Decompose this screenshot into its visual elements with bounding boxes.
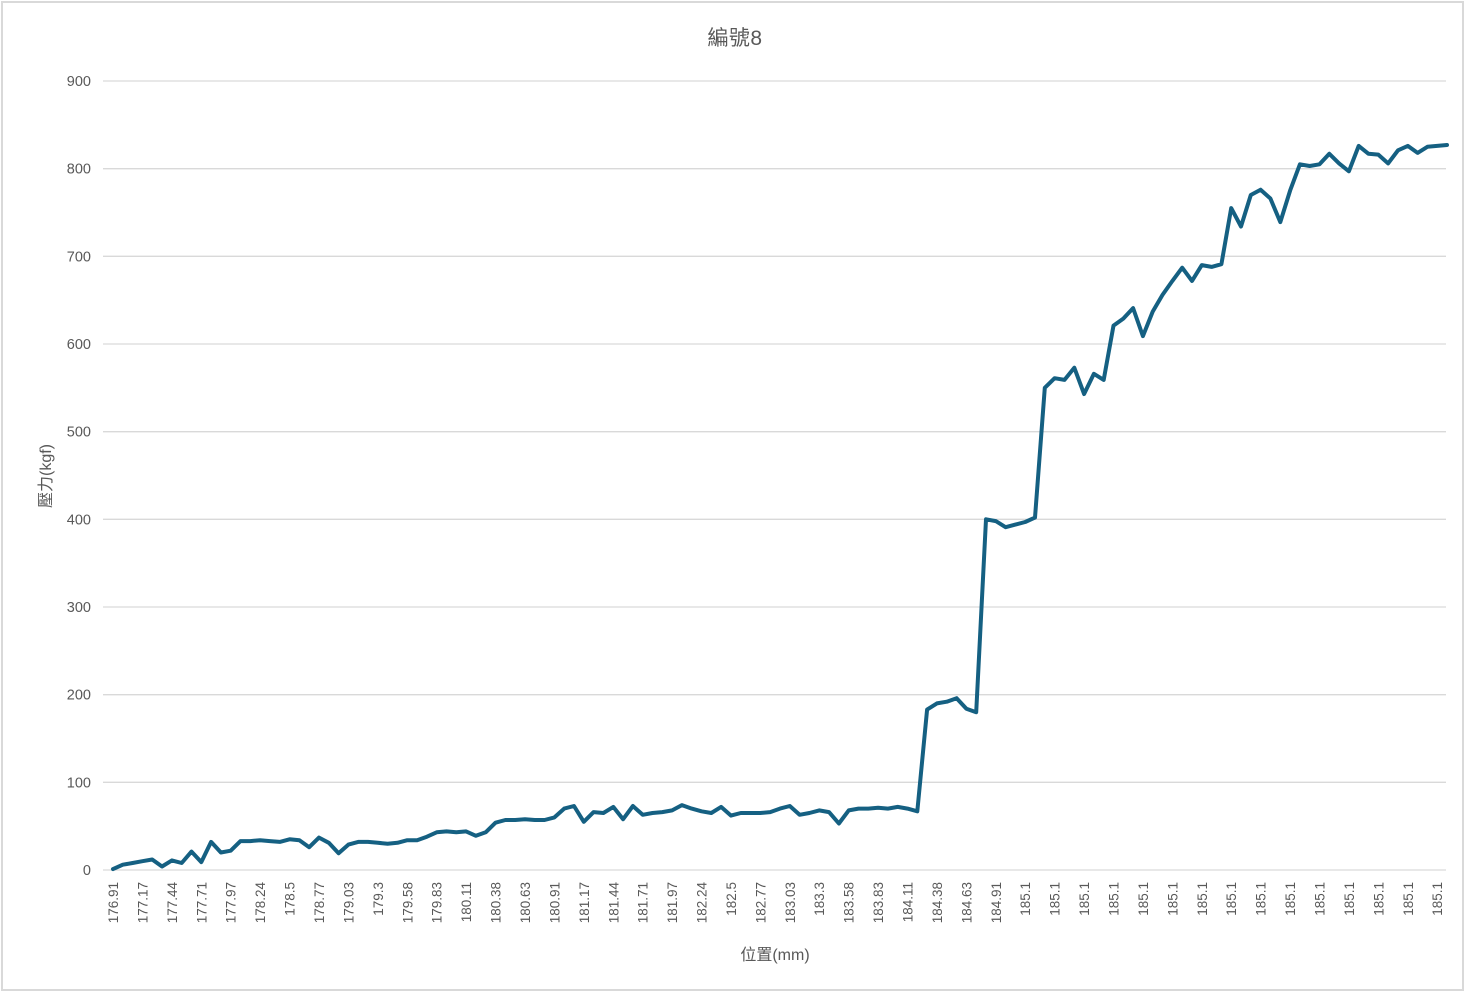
- y-tick-label: 400: [67, 512, 91, 528]
- x-tick-label: 185.1: [1018, 882, 1033, 916]
- y-tick-label: 700: [67, 249, 91, 265]
- x-tick-label: 185.1: [1136, 882, 1151, 916]
- y-tick-label: 800: [67, 162, 91, 178]
- y-axis-title-text: 壓力(kgf): [38, 443, 55, 509]
- x-tick-label: 185.1: [1254, 882, 1269, 916]
- x-axis-tick-labels: 176.91 177.17 177.44 177.71 177.97 178.24 178.…: [106, 882, 1445, 924]
- x-tick-label: 177.71: [194, 882, 209, 923]
- x-tick-label: 185.1: [1401, 882, 1416, 916]
- x-tick-label: 181.71: [636, 882, 651, 923]
- x-tick-label: 185.1: [1195, 882, 1210, 916]
- x-tick-label: 184.91: [989, 882, 1004, 923]
- x-tick-label: 181.97: [665, 882, 680, 923]
- x-tick-label: 185.1: [1224, 882, 1239, 916]
- x-tick-label: 177.17: [135, 882, 150, 923]
- chart-title: 編號8: [707, 27, 763, 50]
- x-tick-label: 179.58: [400, 882, 415, 923]
- x-tick-label: 184.11: [901, 882, 916, 922]
- x-tick-label: 185.1: [1371, 882, 1386, 916]
- x-tick-label: 185.1: [1342, 882, 1357, 916]
- y-axis-tick-labels: 0 100 200 300 400 500 600 700 800 900: [67, 74, 91, 879]
- x-tick-label: 185.1: [1048, 882, 1063, 916]
- y-tick-label: 600: [67, 337, 91, 353]
- x-tick-label: 185.1: [1107, 882, 1122, 916]
- x-tick-label: 178.24: [253, 882, 268, 924]
- x-tick-label: 183.03: [783, 882, 798, 923]
- y-tick-label: 200: [67, 688, 91, 704]
- x-tick-label: 185.1: [1312, 882, 1327, 916]
- series-line: [111, 143, 1449, 872]
- y-tick-label: 500: [67, 425, 91, 441]
- x-tick-label: 183.83: [871, 882, 886, 923]
- gridlines: [103, 80, 1446, 871]
- x-tick-label: 182.77: [753, 882, 768, 923]
- x-tick-label: 185.1: [1430, 882, 1445, 916]
- x-tick-label: 184.63: [959, 882, 974, 923]
- y-tick-label: 300: [67, 600, 91, 616]
- x-axis-title: 位置(mm): [740, 947, 810, 964]
- x-tick-label: 185.1: [1165, 882, 1180, 916]
- x-tick-label: 179.83: [430, 882, 445, 923]
- y-tick-label: 900: [67, 74, 91, 90]
- x-tick-label: 178.77: [312, 882, 327, 923]
- x-tick-label: 180.11: [459, 882, 474, 922]
- x-tick-label: 181.44: [606, 882, 621, 924]
- x-tick-label: 177.44: [165, 882, 180, 924]
- x-tick-label: 180.38: [489, 882, 504, 923]
- x-tick-label: 179.3: [371, 882, 386, 916]
- x-tick-label: 179.03: [341, 882, 356, 923]
- y-tick-label: 0: [83, 863, 91, 879]
- x-tick-label: 176.91: [106, 882, 121, 923]
- x-tick-label: 180.91: [547, 882, 562, 923]
- x-tick-label: 178.5: [283, 882, 298, 916]
- x-tick-label: 182.24: [695, 882, 710, 924]
- x-tick-label: 185.1: [1283, 882, 1298, 916]
- x-tick-label: 177.97: [224, 882, 239, 923]
- x-tick-label: 183.58: [842, 882, 857, 923]
- x-tick-label: 185.1: [1077, 882, 1092, 916]
- x-tick-label: 181.17: [577, 882, 592, 923]
- x-tick-label: 182.5: [724, 882, 739, 916]
- x-tick-label: 180.63: [518, 882, 533, 923]
- x-tick-label: 184.38: [930, 882, 945, 923]
- x-tick-label: 183.3: [812, 882, 827, 916]
- y-tick-label: 100: [67, 775, 91, 791]
